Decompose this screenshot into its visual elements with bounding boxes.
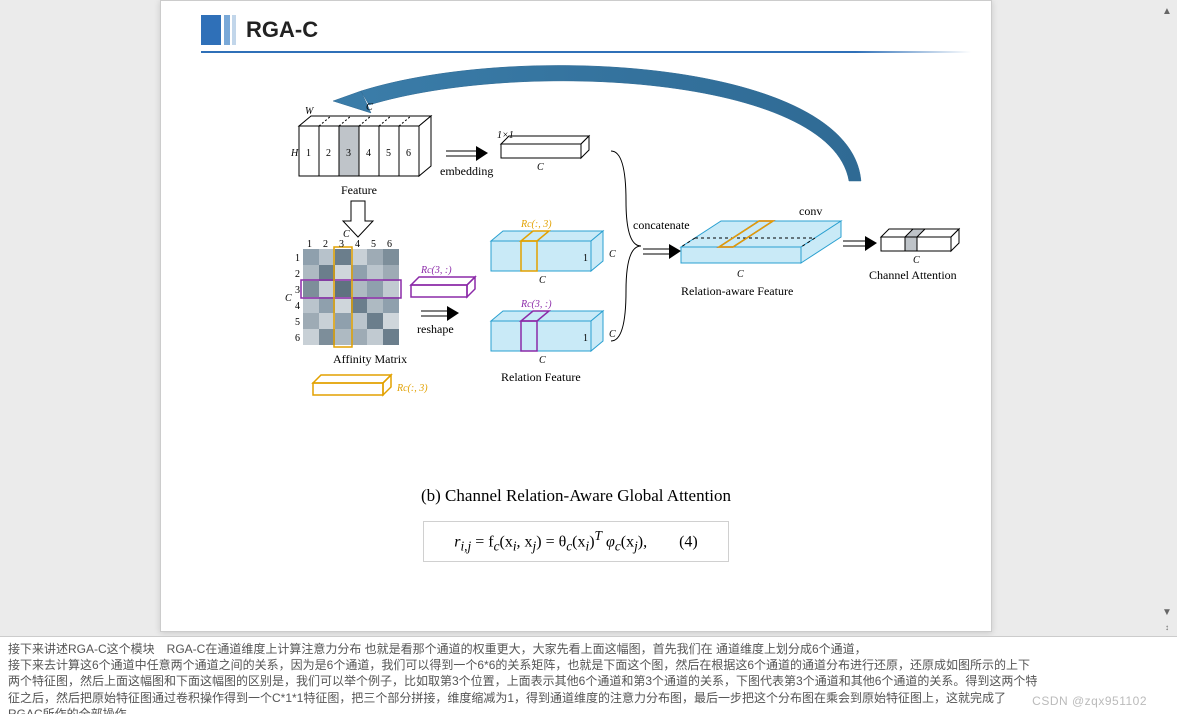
f-eq1: = f bbox=[471, 533, 493, 550]
f-a2: , x bbox=[517, 533, 533, 550]
expand-icon[interactable]: ↕ bbox=[1159, 623, 1175, 632]
notes-panel: 接下来讲述RGA-C这个模块 RGA-C在通道维度上计算注意力分布 也就是看那个… bbox=[0, 636, 1177, 714]
relation-aware-label: Relation-aware Feature bbox=[681, 284, 793, 298]
rel-top-box: Rc(:, 3) bbox=[520, 219, 552, 230]
svg-text:1: 1 bbox=[295, 253, 300, 264]
formula-box: ri,j = fc(xi, xj) = θc(xi)T φc(xj), (4) bbox=[423, 521, 729, 562]
watermark: CSDN @zqx951102 bbox=[1032, 693, 1147, 709]
notes-line-3: RGAC所作的全部操作。 bbox=[8, 706, 1169, 714]
svg-text:5: 5 bbox=[295, 317, 300, 328]
svg-text:1: 1 bbox=[583, 253, 588, 264]
f-a7: ), bbox=[638, 533, 647, 550]
f-a6: (x bbox=[621, 533, 634, 550]
aff-row-label: Rc(3, :) bbox=[420, 265, 452, 276]
aff-axis-C-top: C bbox=[343, 229, 350, 240]
f-T: T bbox=[595, 528, 602, 543]
emb-top: 1×1 bbox=[497, 130, 514, 141]
svg-text:2: 2 bbox=[323, 239, 328, 250]
concatenate-label: concatenate bbox=[633, 218, 690, 232]
title-accent-bar bbox=[201, 15, 221, 45]
svg-text:6: 6 bbox=[295, 333, 300, 344]
relation-feature-label: Relation Feature bbox=[501, 370, 581, 384]
axis-C-top: C bbox=[366, 102, 373, 113]
emb-C: C bbox=[537, 162, 544, 173]
diagram: H W C 1 2 3 4 5 6 Feature embedding bbox=[281, 91, 971, 481]
scroll-up-icon[interactable]: ▲ bbox=[1159, 6, 1175, 17]
notes-line-1: 接下来讲述RGA-C这个模块 RGA-C在通道维度上计算注意力分布 也就是看那个… bbox=[8, 641, 1169, 657]
viewport: ▲ ▼ ↕ RGA-C bbox=[0, 0, 1177, 714]
affinity-label: Affinity Matrix bbox=[333, 352, 407, 366]
feat-cell-4: 4 bbox=[366, 148, 371, 159]
rel-bot-C2: C bbox=[539, 355, 546, 366]
axis-H: H bbox=[290, 148, 299, 159]
rel-top-C: C bbox=[609, 249, 616, 260]
axis-W: W bbox=[305, 106, 315, 117]
figure-caption: (b) Channel Relation-Aware Global Attent… bbox=[161, 486, 991, 506]
embedding-label: embedding bbox=[440, 164, 493, 178]
title-accent-bar-2 bbox=[224, 15, 230, 45]
aff-col-label: Rc(:, 3) bbox=[396, 383, 428, 394]
svg-text:5: 5 bbox=[371, 239, 376, 250]
feat-cell-3: 3 bbox=[346, 148, 351, 159]
feat-cell-1: 1 bbox=[306, 148, 311, 159]
f-eqnum: (4) bbox=[679, 533, 698, 550]
relaware-C: C bbox=[737, 269, 744, 280]
svg-text:6: 6 bbox=[387, 239, 392, 250]
f-ij: i,j bbox=[460, 539, 471, 554]
f-a3: ) = θ bbox=[536, 533, 566, 550]
conv-label: conv bbox=[799, 204, 822, 218]
svg-text:3: 3 bbox=[339, 239, 344, 250]
notes-line-2b: 两个特征图，然后上面这幅图和下面这幅图的区别是，我们可以举个例子，比如取第3个位… bbox=[8, 673, 1169, 689]
slide: RGA-C bbox=[160, 0, 992, 632]
scroll-down-icon[interactable]: ▼ bbox=[1159, 607, 1175, 618]
svg-text:4: 4 bbox=[295, 301, 300, 312]
rel-bot-C: C bbox=[609, 329, 616, 340]
notes-line-2a: 接下来去计算这6个通道中任意两个通道之间的关系，因为是6个通道，我们可以得到一个… bbox=[8, 657, 1169, 673]
chanatt-C: C bbox=[913, 255, 920, 266]
f-a1: (x bbox=[500, 533, 513, 550]
feat-cell-5: 5 bbox=[386, 148, 391, 159]
svg-text:3: 3 bbox=[295, 285, 300, 296]
feat-cell-2: 2 bbox=[326, 148, 331, 159]
aff-axis-C-left: C bbox=[285, 293, 292, 304]
f-a4: (x bbox=[572, 533, 585, 550]
reshape-label: reshape bbox=[417, 322, 454, 336]
rel-top-C2: C bbox=[539, 275, 546, 286]
f-phi: φ bbox=[602, 533, 615, 550]
feat-cell-6: 6 bbox=[406, 148, 411, 159]
formula-row: ri,j = fc(xi, xj) = θc(xi)T φc(xj), (4) bbox=[161, 521, 991, 562]
title-bar: RGA-C bbox=[201, 15, 318, 45]
svg-text:1: 1 bbox=[307, 239, 312, 250]
rel-bot-box: Rc(3, :) bbox=[520, 299, 552, 310]
svg-text:1: 1 bbox=[583, 333, 588, 344]
channel-attention-label: Channel Attention bbox=[869, 268, 957, 282]
title-underline bbox=[201, 51, 971, 53]
title-accent-bar-3 bbox=[232, 15, 236, 45]
notes-line-2c: 征之后，然后把原始特征图通过卷积操作得到一个C*1*1特征图，把三个部分拼接，维… bbox=[8, 690, 1169, 706]
svg-text:4: 4 bbox=[355, 239, 360, 250]
svg-text:2: 2 bbox=[295, 269, 300, 280]
slide-title: RGA-C bbox=[246, 17, 318, 43]
feature-label: Feature bbox=[341, 183, 377, 197]
